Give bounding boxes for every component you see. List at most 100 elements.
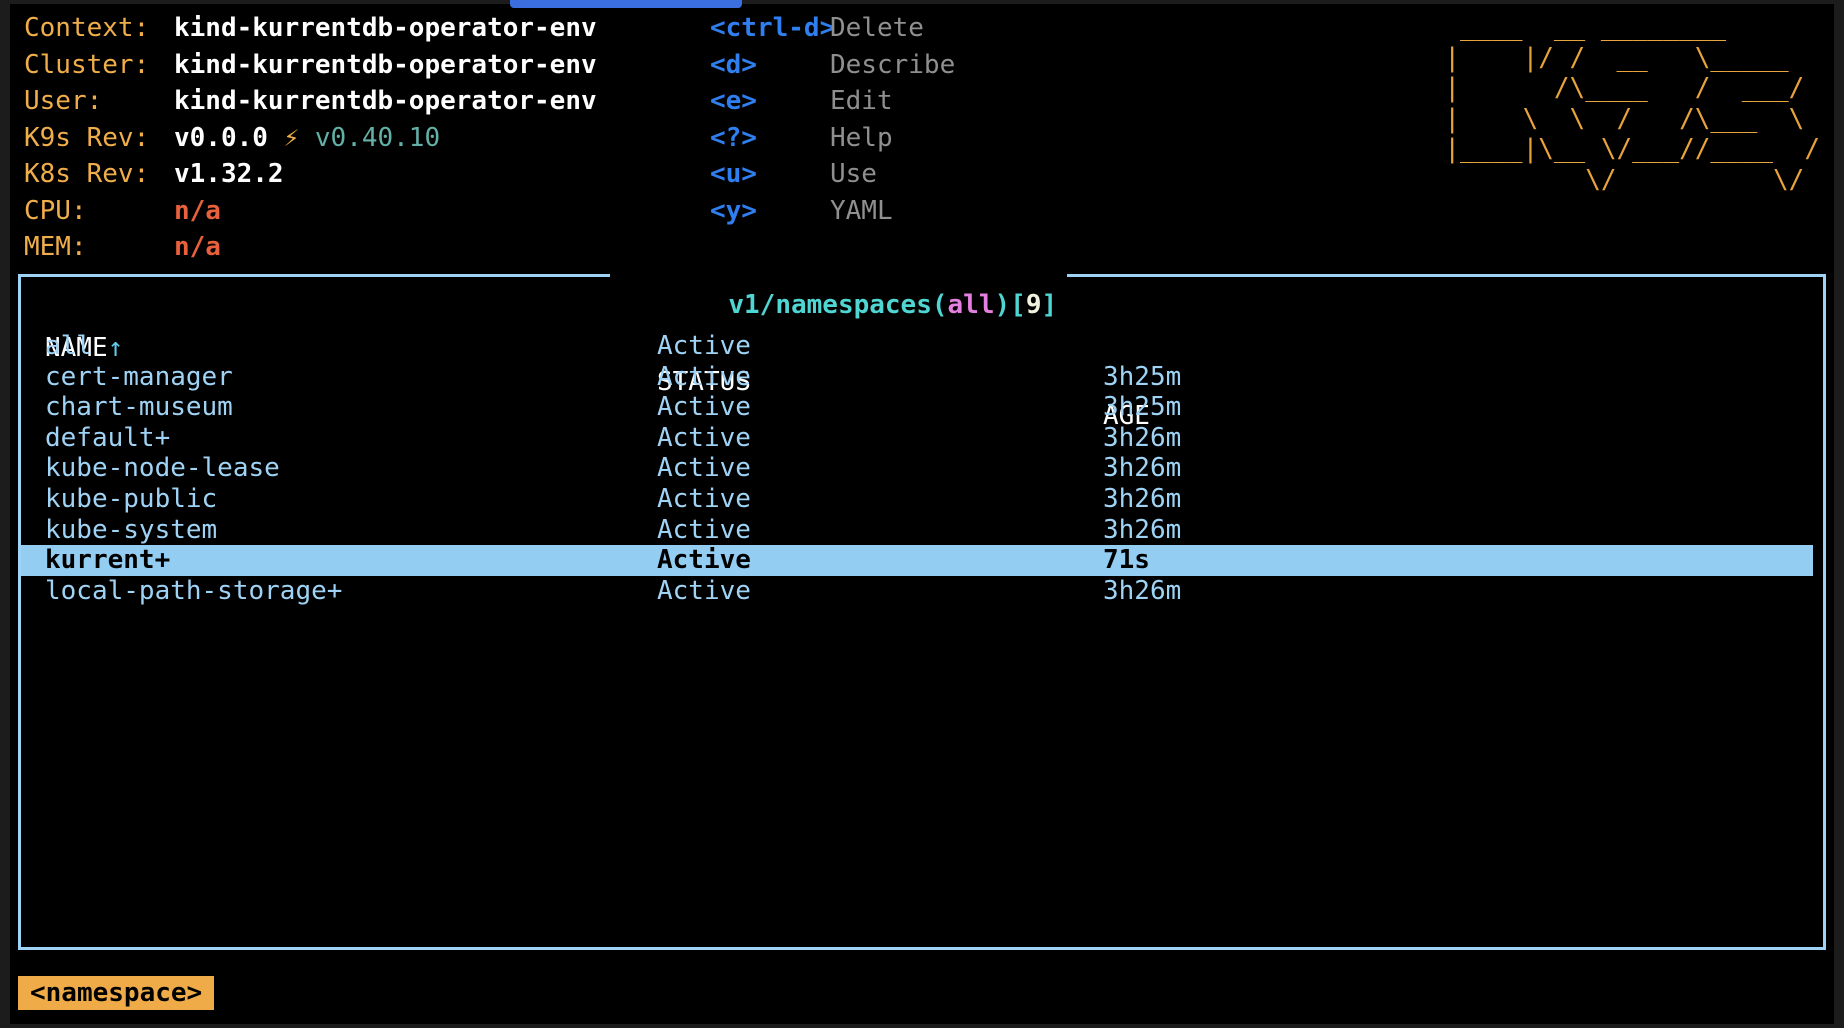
cell-status: Active bbox=[657, 575, 751, 606]
cell-status: Active bbox=[657, 453, 751, 484]
keybinding-description: Help bbox=[830, 122, 893, 153]
logo-line: | \ \ / /\___ \ bbox=[1444, 103, 1805, 134]
logo-line: |____|\__ \/___//____ / bbox=[1444, 134, 1820, 164]
cell-name: cert-manager bbox=[45, 361, 233, 392]
cell-name: kube-system bbox=[45, 514, 218, 545]
cell-status: Active bbox=[657, 483, 751, 514]
title-count: 9 bbox=[1025, 290, 1042, 320]
cell-age: 71s bbox=[1103, 545, 1150, 576]
cell-status: Active bbox=[657, 361, 751, 392]
info-value: n/a bbox=[174, 232, 221, 262]
k9s-ascii-logo: ____ __ ________ | |/ / __ \_____ | /\____… bbox=[1444, 12, 1820, 195]
cell-status: Active bbox=[657, 545, 751, 576]
sort-ascending-icon[interactable]: ↑ bbox=[107, 333, 124, 363]
info-value: kind-kurrentdb-operator-env bbox=[174, 13, 597, 43]
table-row[interactable]: kube-public Active 3h26m bbox=[21, 484, 1823, 515]
table-title: ✍v1/namespaces(all)[9] bbox=[610, 260, 1068, 320]
namespaces-table: NAME↑ STATUS AGE all Active cert-manager Ac… bbox=[18, 274, 1826, 950]
table-row[interactable]: all Active bbox=[21, 331, 1823, 362]
cell-name: default+ bbox=[45, 422, 171, 453]
cell-status: Active bbox=[657, 422, 751, 453]
table-row[interactable]: kube-system Active 3h26m bbox=[21, 515, 1823, 546]
info-value: kind-kurrentdb-operator-env bbox=[174, 86, 597, 116]
info-row: CPU: n/a bbox=[24, 193, 597, 230]
logo-line: \/ \/ bbox=[1444, 164, 1805, 195]
table-row[interactable]: chart-museum Active 3h25m bbox=[21, 392, 1823, 423]
keybinding-combo[interactable]: <u> bbox=[710, 159, 757, 189]
info-value: kind-kurrentdb-operator-env bbox=[174, 49, 597, 80]
info-row: K8s Rev: v1.32.2 bbox=[24, 156, 597, 193]
column-header-age[interactable]: AGE bbox=[1103, 401, 1150, 431]
cell-name: kube-public bbox=[45, 483, 218, 514]
keybinding-combo[interactable]: <?> bbox=[710, 122, 757, 153]
keybinding-combo[interactable]: <d> bbox=[710, 49, 757, 80]
keybinding-combo[interactable]: <e> bbox=[710, 86, 757, 116]
cell-name: all bbox=[45, 331, 92, 361]
table-row[interactable]: cert-manager Active 3h25m bbox=[21, 362, 1823, 393]
logo-line: ____ __ ________ bbox=[1444, 12, 1727, 42]
info-row: MEM: n/a bbox=[24, 229, 597, 266]
table-row[interactable]: kurrent+ Active 71s bbox=[21, 545, 1813, 576]
cell-name: kurrent+ bbox=[45, 545, 171, 576]
cell-age: 3h26m bbox=[1103, 514, 1182, 545]
column-header-name[interactable]: NAME↑ bbox=[45, 333, 124, 363]
info-label: CPU: bbox=[24, 195, 87, 226]
info-label: Cluster: bbox=[24, 49, 150, 80]
table-header-row: NAME↑ STATUS AGE bbox=[45, 297, 1150, 431]
info-label: Context: bbox=[24, 13, 150, 43]
table-row[interactable]: local-path-storage+ Active 3h26m bbox=[21, 576, 1823, 607]
title-suffix: ] bbox=[1041, 290, 1058, 320]
info-value: v0.0.0 bbox=[174, 122, 268, 153]
keybinding-row[interactable]: <d> Describe bbox=[710, 47, 955, 84]
prompt-badge[interactable]: <namespace> bbox=[18, 976, 215, 1010]
info-row: Cluster: kind-kurrentdb-operator-env bbox=[24, 47, 597, 84]
keybinding-description: YAML bbox=[830, 195, 893, 226]
info-row: Context: kind-kurrentdb-operator-env bbox=[24, 10, 597, 47]
keybinding-combo[interactable]: <y> bbox=[710, 195, 757, 226]
window-tab-indicator[interactable] bbox=[510, 0, 742, 8]
info-value: v1.32.2 bbox=[174, 159, 284, 189]
info-row: K9s Rev: v0.0.0 ⚡ v0.40.10 bbox=[24, 120, 597, 157]
keybinding-combo[interactable]: <ctrl-d> bbox=[710, 13, 836, 43]
keybinding-description: Edit bbox=[830, 86, 893, 116]
k9s-terminal: Context: kind-kurrentdb-operator-env Clust… bbox=[10, 4, 1834, 1024]
table-row[interactable]: default+ Active 3h26m bbox=[21, 423, 1823, 454]
column-header-status[interactable]: STATUS bbox=[657, 367, 751, 397]
info-value-latest: v0.40.10 bbox=[314, 122, 441, 153]
bolt-icon: ⚡ bbox=[283, 122, 300, 153]
cell-name: kube-node-lease bbox=[45, 453, 280, 484]
cell-age: 3h26m bbox=[1103, 575, 1182, 606]
cell-age: 3h26m bbox=[1103, 483, 1182, 514]
cell-status: Active bbox=[657, 514, 751, 545]
keybinding-row[interactable]: <e> Edit bbox=[710, 83, 955, 120]
title-mid: )[ bbox=[994, 290, 1026, 320]
table-row[interactable]: kube-node-lease Active 3h26m bbox=[21, 453, 1823, 484]
table-body: all Active cert-manager Active 3h25m chart-mu… bbox=[21, 331, 1823, 606]
cell-age: 3h26m bbox=[1103, 422, 1182, 453]
keybinding-row[interactable]: <y> YAML bbox=[710, 193, 955, 230]
cell-status: Active bbox=[657, 331, 751, 361]
logo-line: | /\____ / ___/ bbox=[1444, 73, 1805, 103]
cell-name: chart-museum bbox=[45, 392, 233, 423]
keybinding-row[interactable]: <ctrl-d>Delete bbox=[710, 10, 955, 47]
command-prompt[interactable]: <namespace> bbox=[18, 976, 215, 1010]
info-label: User: bbox=[24, 86, 103, 116]
keybinding-row[interactable]: <?> Help bbox=[710, 120, 955, 157]
keybinding-description: Delete bbox=[830, 13, 924, 43]
title-scope: all bbox=[947, 290, 995, 320]
cell-age: 3h25m bbox=[1103, 392, 1182, 423]
info-label: K8s Rev: bbox=[24, 159, 150, 189]
keybinding-description: Use bbox=[830, 159, 877, 189]
logo-line: | |/ / __ \_____ bbox=[1444, 42, 1789, 73]
keybindings-panel: <ctrl-d>Delete <d> Describe <e> Edit <?> Help <… bbox=[710, 10, 955, 229]
cell-name: local-path-storage+ bbox=[45, 575, 343, 606]
title-prefix: v1/namespaces( bbox=[728, 290, 948, 320]
info-row: User: kind-kurrentdb-operator-env bbox=[24, 83, 597, 120]
cell-status: Active bbox=[657, 392, 751, 423]
cell-age: 3h26m bbox=[1103, 453, 1182, 484]
writing-hand-icon: ✍ bbox=[713, 291, 729, 319]
keybinding-row[interactable]: <u> Use bbox=[710, 156, 955, 193]
info-label: K9s Rev: bbox=[24, 122, 150, 153]
cell-age: 3h25m bbox=[1103, 361, 1182, 392]
